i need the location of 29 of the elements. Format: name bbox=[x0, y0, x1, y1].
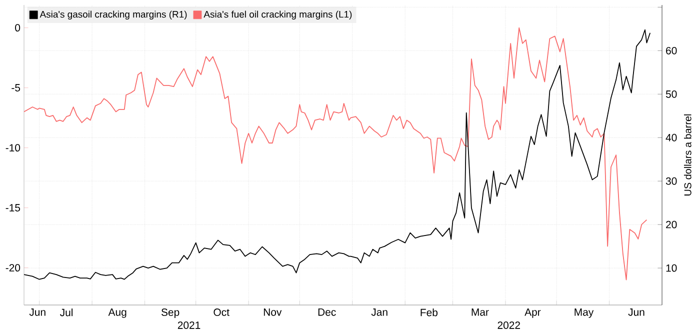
x-tick-label: Nov bbox=[264, 308, 282, 316]
y2-tick-label: 50 bbox=[666, 90, 677, 98]
y2-tick-label: 30 bbox=[666, 177, 677, 185]
y-tick-label: -5 bbox=[12, 84, 20, 92]
x-tick-label: Feb bbox=[420, 308, 438, 316]
y2-tick-label: 20 bbox=[666, 220, 677, 228]
x-tick-label: Jul bbox=[60, 308, 73, 316]
x-tick-label: Apr bbox=[524, 308, 541, 318]
x-tick-label: Aug bbox=[108, 308, 126, 318]
legend-label: Asia's fuel oil cracking margins (L1) bbox=[204, 10, 352, 20]
y-tick-label: 0 bbox=[15, 24, 20, 32]
x-tick-label: Dec bbox=[318, 308, 336, 316]
y2-axis-title: US dollars a barrel bbox=[684, 114, 692, 196]
x-tick-label: May bbox=[574, 308, 594, 318]
y2-tick-label: 10 bbox=[666, 264, 677, 272]
x-tick-label: Jun bbox=[29, 308, 46, 316]
y2-tick-label: 60 bbox=[666, 46, 677, 54]
legend-label: Asia's gasoil cracking margins (R1) bbox=[40, 10, 187, 20]
y-tick-label: -10 bbox=[6, 144, 20, 152]
x2-tick-label: 2022 bbox=[498, 322, 520, 329]
x-tick-label: Oct bbox=[214, 308, 230, 316]
x-tick-label: Mar bbox=[472, 308, 489, 316]
x-tick-label: Jan bbox=[371, 308, 388, 316]
y-tick-label: -15 bbox=[6, 204, 20, 212]
x-tick-label: Jun bbox=[628, 308, 644, 316]
y2-tick-label: 40 bbox=[666, 134, 677, 142]
y-tick-label: -20 bbox=[6, 264, 20, 272]
x-tick-label: Sep bbox=[161, 308, 180, 318]
x2-tick-label: 2021 bbox=[178, 322, 200, 329]
